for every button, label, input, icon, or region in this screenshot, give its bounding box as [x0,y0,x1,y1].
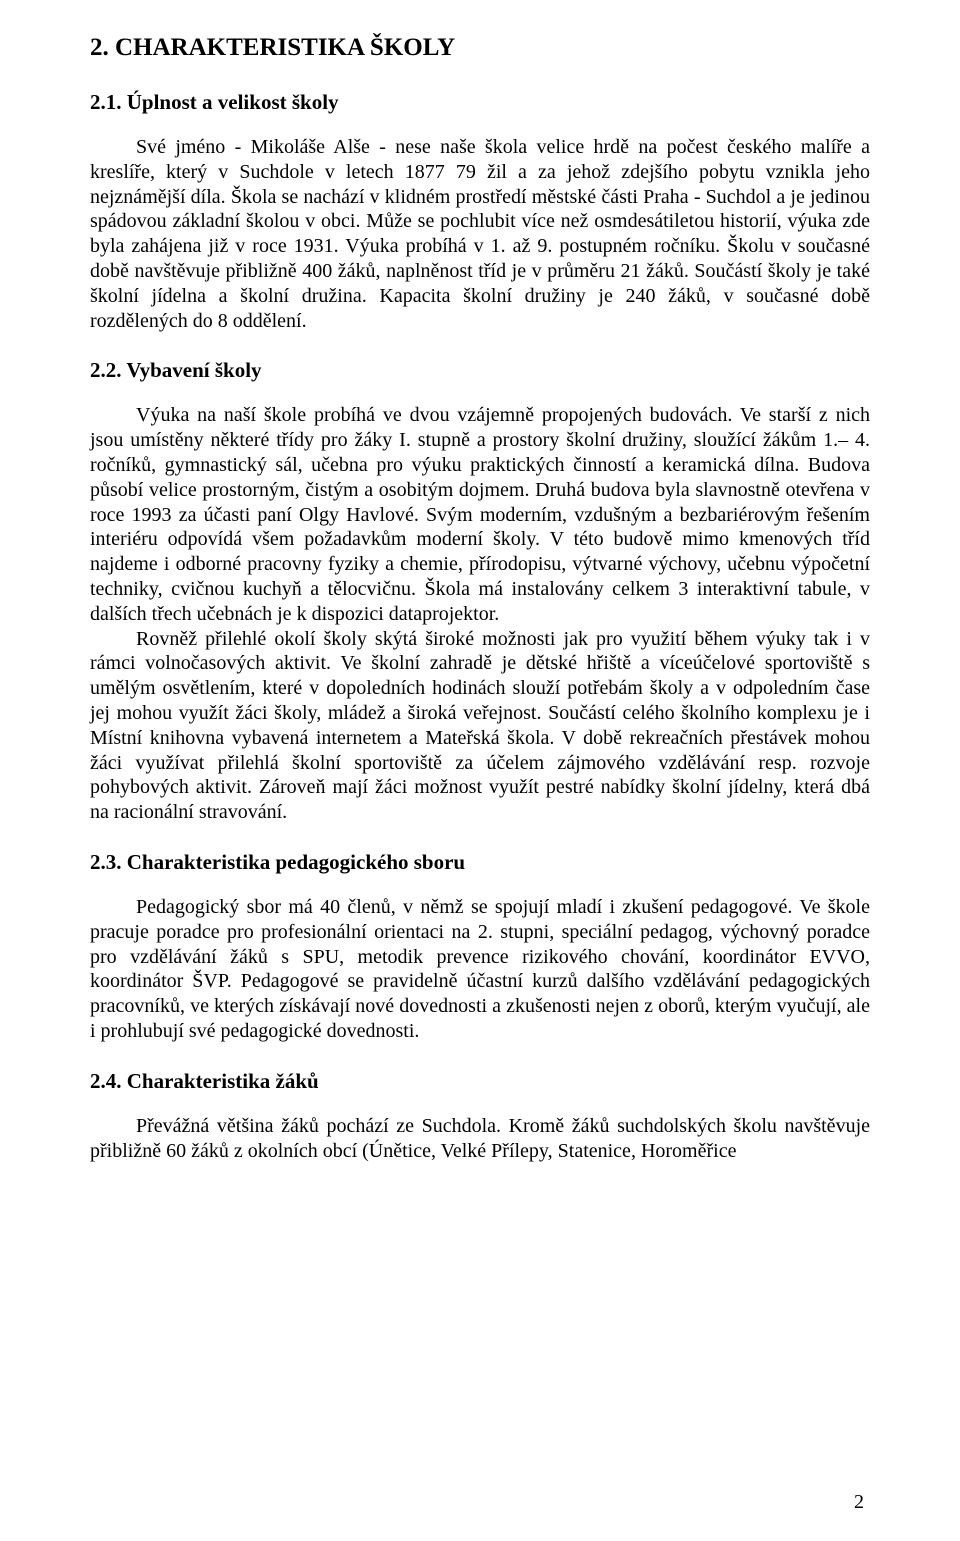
section-2-4-heading: 2.4. Charakteristika žáků [90,1068,870,1094]
paragraph-2-3: Pedagogický sbor má 40 členů, v němž se … [90,895,870,1044]
section-2-3-heading: 2.3. Charakteristika pedagogického sboru [90,849,870,875]
paragraph-2-1: Své jméno - Mikoláše Alše - nese naše šk… [90,135,870,333]
document-page: 2. CHARAKTERISTIKA ŠKOLY 2.1. Úplnost a … [0,0,960,1541]
paragraph-2-2a: Výuka na naší škole probíhá ve dvou vzáj… [90,403,870,626]
section-2-heading: 2. CHARAKTERISTIKA ŠKOLY [90,32,870,63]
paragraph-2-4: Převážná většina žáků pochází ze Suchdol… [90,1114,870,1164]
section-2-2-heading: 2.2. Vybavení školy [90,357,870,383]
page-number: 2 [854,1490,864,1515]
paragraph-2-2b: Rovněž přilehlé okolí školy skýtá široké… [90,627,870,825]
section-2-1-heading: 2.1. Úplnost a velikost školy [90,89,870,115]
